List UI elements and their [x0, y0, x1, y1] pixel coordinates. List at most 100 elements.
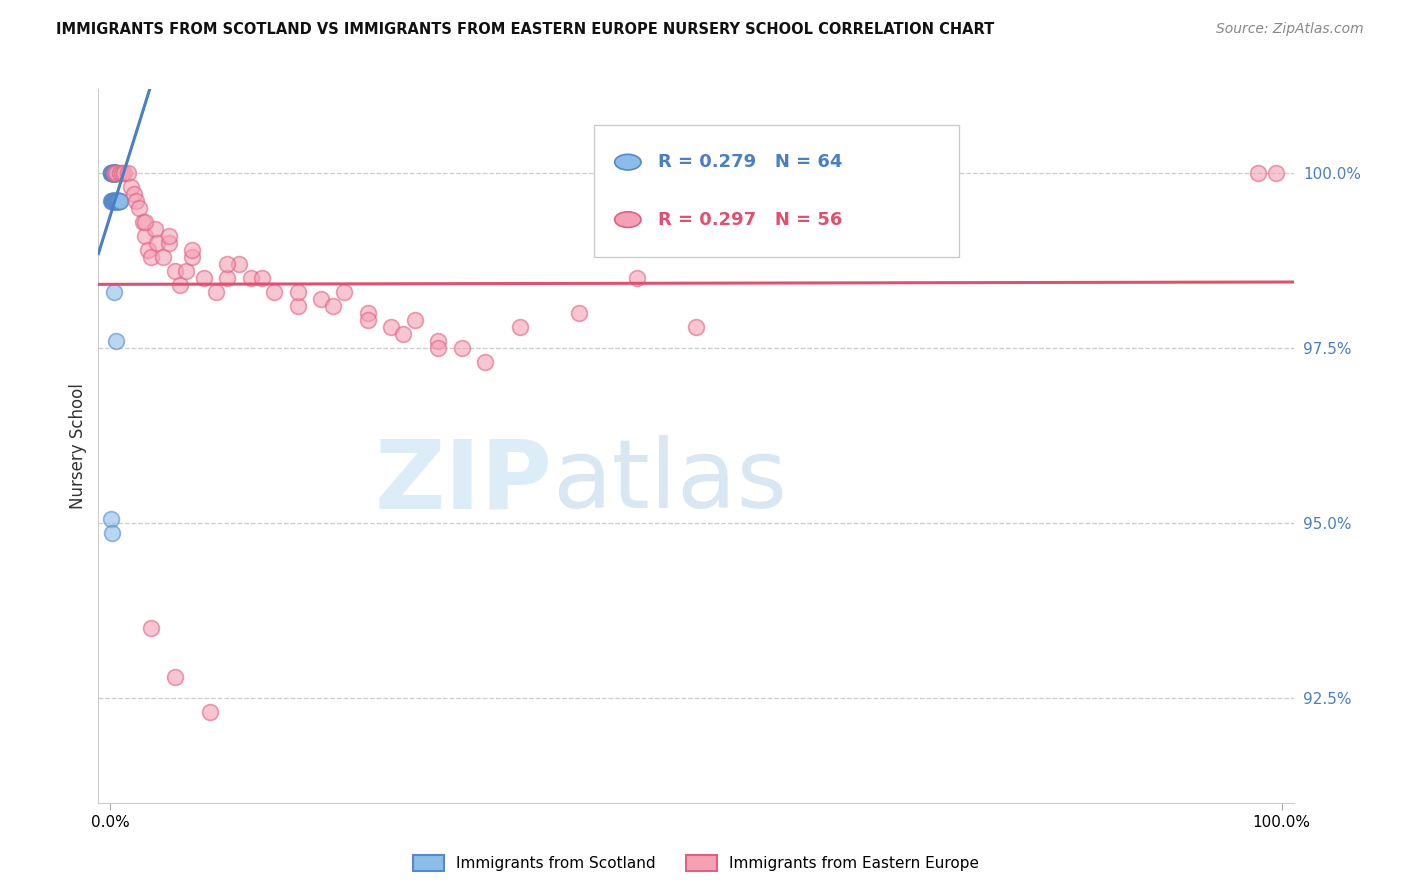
- Point: [104, 194, 127, 208]
- Point: [101, 166, 124, 180]
- Point: [107, 194, 129, 208]
- Point: [104, 166, 127, 180]
- Point: [105, 194, 128, 208]
- Point: [100, 166, 122, 180]
- Point: [105, 194, 128, 208]
- Point: [103, 285, 125, 299]
- Point: [380, 320, 402, 334]
- Point: [103, 166, 125, 180]
- Point: [104, 166, 127, 180]
- Point: [104, 166, 127, 180]
- Point: [105, 194, 128, 208]
- Text: atlas: atlas: [553, 435, 787, 528]
- Point: [174, 264, 197, 278]
- Point: [104, 166, 127, 180]
- Point: [111, 166, 134, 180]
- Point: [239, 271, 262, 285]
- Point: [100, 194, 122, 208]
- Point: [100, 166, 122, 180]
- Text: R = 0.297   N = 56: R = 0.297 N = 56: [658, 211, 842, 228]
- Point: [427, 334, 450, 348]
- Point: [450, 341, 472, 355]
- Point: [427, 341, 450, 355]
- Text: R = 0.279   N = 64: R = 0.279 N = 64: [658, 153, 842, 171]
- Point: [104, 166, 127, 180]
- Point: [104, 194, 127, 208]
- Point: [685, 320, 707, 334]
- Text: IMMIGRANTS FROM SCOTLAND VS IMMIGRANTS FROM EASTERN EUROPE NURSERY SCHOOL CORREL: IMMIGRANTS FROM SCOTLAND VS IMMIGRANTS F…: [56, 22, 994, 37]
- Point: [169, 278, 191, 293]
- Point: [141, 250, 163, 264]
- Point: [101, 194, 124, 208]
- Point: [101, 166, 124, 180]
- Point: [392, 327, 415, 342]
- Point: [1247, 166, 1270, 180]
- Point: [105, 194, 128, 208]
- Point: [163, 670, 186, 684]
- Point: [101, 194, 124, 208]
- Point: [132, 215, 155, 229]
- Point: [101, 194, 124, 208]
- Point: [101, 166, 124, 180]
- Point: [263, 285, 285, 299]
- Point: [100, 512, 122, 526]
- Point: [101, 166, 124, 180]
- Point: [568, 306, 591, 320]
- Point: [103, 166, 125, 180]
- Point: [1265, 166, 1288, 180]
- Point: [287, 285, 309, 299]
- Point: [108, 166, 131, 180]
- Point: [333, 285, 356, 299]
- Point: [404, 313, 426, 327]
- Point: [105, 166, 128, 180]
- Point: [104, 194, 127, 208]
- Point: [101, 194, 124, 208]
- Point: [101, 166, 124, 180]
- Circle shape: [614, 154, 641, 170]
- Point: [474, 355, 496, 369]
- Point: [163, 264, 186, 278]
- FancyBboxPatch shape: [595, 125, 959, 257]
- Point: [104, 194, 127, 208]
- Point: [322, 299, 344, 313]
- Point: [309, 292, 332, 306]
- Text: Source: ZipAtlas.com: Source: ZipAtlas.com: [1216, 22, 1364, 37]
- Point: [181, 250, 204, 264]
- Point: [134, 229, 156, 244]
- Point: [105, 334, 128, 348]
- Point: [125, 194, 148, 208]
- Point: [626, 271, 648, 285]
- Point: [103, 194, 125, 208]
- Point: [100, 194, 122, 208]
- Point: [157, 229, 180, 244]
- Point: [108, 194, 131, 208]
- Point: [101, 194, 124, 208]
- Point: [217, 257, 239, 271]
- Circle shape: [614, 211, 641, 227]
- Point: [204, 285, 226, 299]
- Point: [136, 243, 159, 257]
- Point: [101, 166, 124, 180]
- Point: [105, 166, 128, 180]
- Point: [357, 313, 380, 327]
- Point: [103, 194, 125, 208]
- Point: [108, 194, 131, 208]
- Point: [193, 271, 215, 285]
- Point: [105, 194, 128, 208]
- Point: [107, 194, 129, 208]
- Point: [152, 250, 174, 264]
- Point: [217, 271, 239, 285]
- Point: [146, 236, 169, 251]
- Point: [105, 166, 128, 180]
- Point: [107, 194, 129, 208]
- Point: [117, 166, 139, 180]
- Point: [357, 306, 380, 320]
- Point: [103, 166, 125, 180]
- Point: [181, 243, 204, 257]
- Point: [103, 166, 125, 180]
- Point: [509, 320, 531, 334]
- Point: [198, 705, 221, 719]
- Point: [108, 194, 131, 208]
- Point: [105, 166, 128, 180]
- Point: [228, 257, 250, 271]
